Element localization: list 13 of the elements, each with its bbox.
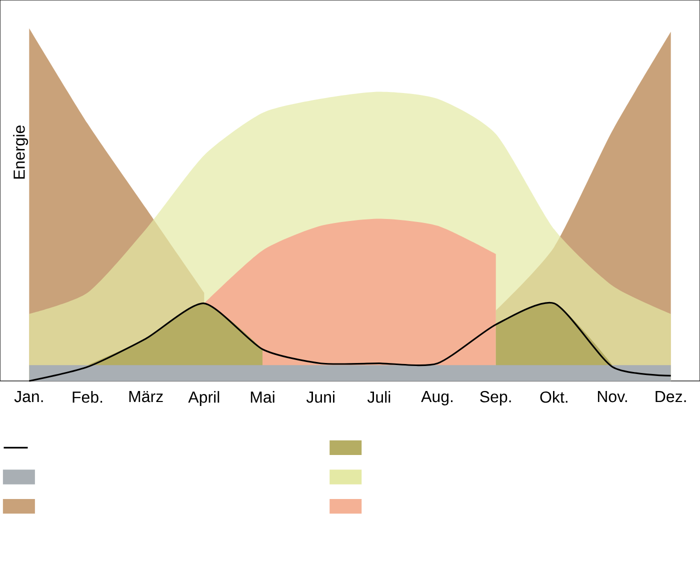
x-tick-label: Sep. bbox=[480, 391, 511, 406]
y-axis-title: Energie bbox=[13, 126, 28, 179]
x-tick-label: März bbox=[129, 391, 163, 402]
x-tick-label: Feb. bbox=[72, 391, 102, 403]
x-tick-label: Aug. bbox=[421, 391, 452, 406]
x-tick-label: April bbox=[188, 391, 220, 406]
x-tick-label: Juli bbox=[367, 391, 390, 403]
x-tick-label: Juni bbox=[306, 391, 334, 403]
x-tick-label: Nov. bbox=[598, 391, 627, 402]
x-tick-label: Jan. bbox=[14, 391, 43, 402]
x-tick-label: Dez. bbox=[656, 391, 686, 402]
x-tick-label: Mai bbox=[250, 391, 274, 403]
x-tick-label: Okt. bbox=[540, 391, 568, 403]
